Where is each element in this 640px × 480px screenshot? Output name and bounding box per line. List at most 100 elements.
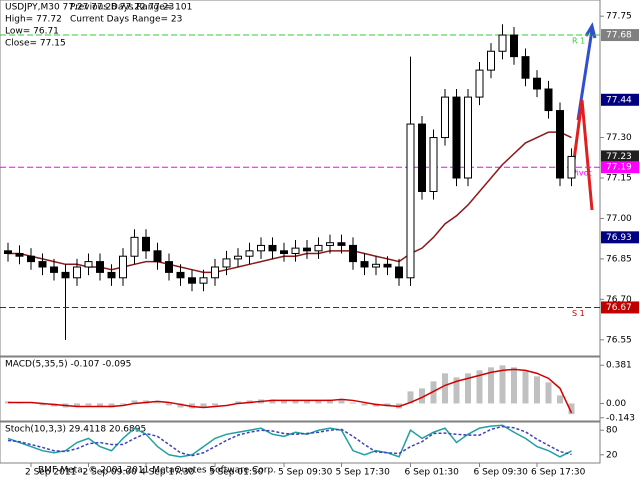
macd-bar [269, 399, 276, 404]
indicator-line [8, 368, 573, 414]
candle-body [73, 266, 81, 279]
candle-body [395, 266, 403, 279]
stoch-pane [0, 421, 601, 464]
y-tick-label: 76.85 [606, 254, 632, 264]
macd-bar [545, 382, 552, 404]
candle-body [475, 69, 484, 98]
candle-body [130, 236, 139, 257]
candle-body [521, 56, 530, 79]
price-marker-label: 77.44 [606, 95, 632, 105]
macd-bar [39, 403, 46, 406]
candle-body [38, 261, 47, 268]
macd-bar [568, 403, 575, 415]
x-tick-label: 5 Sep 09:30 [278, 468, 333, 478]
macd-bar [465, 373, 471, 404]
indicator-line [8, 131, 572, 274]
indicator-line [7, 425, 572, 457]
macd-bar [120, 403, 126, 405]
x-tick-label: 6 Sep 01:30 [405, 468, 460, 478]
x-tick-label: 2 Sep 2011 [25, 468, 76, 478]
candle-body [498, 34, 507, 52]
macd-bar [281, 400, 287, 404]
candle-body [567, 155, 576, 179]
level-label: S 1 [572, 309, 585, 318]
macd-bar [131, 400, 138, 404]
candle-body [337, 242, 346, 246]
candle-body [245, 250, 254, 257]
macd-bar [292, 400, 299, 404]
macd-bar [327, 399, 333, 404]
arrow-down [572, 99, 594, 211]
candle-body [544, 88, 553, 112]
candle-body [464, 96, 472, 179]
price-marker-label: 76.67 [606, 303, 632, 313]
candle-body [452, 96, 461, 179]
candle-body [188, 277, 196, 284]
candle-body [280, 250, 288, 255]
annotation: Previous Days Range= 101 [70, 3, 192, 13]
candle-body [291, 247, 300, 255]
macd-bar [419, 388, 425, 404]
y-tick-label: 0.00 [606, 399, 626, 409]
price-marker-label: 77.23 [606, 152, 632, 162]
macd-bar [235, 401, 241, 404]
macd-bar [407, 391, 414, 404]
price-marker-label: 76.93 [606, 233, 632, 243]
candle-body [222, 258, 231, 268]
macd-bar [557, 395, 563, 404]
candle-body [96, 261, 104, 273]
annotation: Current Days Range= 23 [70, 15, 182, 25]
candle-body [234, 255, 242, 260]
candle-body [418, 123, 426, 192]
macd-bar [442, 373, 448, 404]
macd-bar [315, 400, 322, 404]
y-tick-label: 77.75 [606, 12, 632, 22]
price-marker [601, 231, 639, 244]
candle-body [15, 253, 24, 257]
candle-body [268, 244, 277, 252]
macd-bar [511, 367, 517, 404]
macd-bar [522, 371, 529, 404]
macd-bar [212, 403, 218, 406]
candle-body [50, 266, 58, 273]
level-label: R 1 [572, 37, 585, 46]
macd-bar [338, 399, 345, 404]
candle-body [314, 244, 323, 252]
annotation: Close= 77.15 [5, 39, 66, 49]
macd-bar [361, 403, 368, 406]
x-tick-label: 6 Sep 09:30 [474, 468, 529, 478]
x-tick-label: 4 Sep 17:30 [140, 468, 195, 478]
y-tick-label: 80 [606, 426, 618, 436]
pane-title: USDJPY,M30 77.27 77.28 77.22 77.23 [5, 3, 174, 13]
candle-body [61, 271, 70, 279]
price-marker [601, 161, 639, 174]
candle-body [199, 277, 208, 284]
x-tick-label: 6 Sep 17:30 [531, 468, 586, 478]
candle-body [349, 244, 357, 263]
pane-title: MACD(5,35,5) -0.107 -0.095 [5, 360, 131, 370]
x-tick-label: 2 Sep 09:00 [83, 468, 138, 478]
price-marker-label: 77.68 [606, 31, 632, 41]
annotation: High= 77.72 [5, 15, 62, 25]
candle-body [406, 123, 415, 279]
macd-bar [304, 400, 310, 404]
macd-bar [108, 403, 115, 408]
price-marker-label: 77.19 [606, 163, 632, 173]
annotation: Low= 76.71 [5, 27, 59, 37]
candle-body [360, 261, 369, 268]
price-marker [601, 150, 639, 163]
candle-body [176, 271, 185, 279]
macd-bar [166, 403, 172, 406]
copyright: BMF-Meta, © 2001-2011 MetaQuotes Softwar… [38, 466, 276, 476]
candle-body [165, 261, 173, 273]
candle-body [487, 50, 495, 71]
candle-body [383, 263, 392, 268]
macd-bar [154, 402, 161, 404]
candle-body [107, 271, 116, 279]
candle-body [211, 266, 219, 279]
y-tick-label: 77.00 [606, 214, 632, 224]
macd-bar [350, 402, 356, 404]
candle-body [153, 250, 162, 263]
